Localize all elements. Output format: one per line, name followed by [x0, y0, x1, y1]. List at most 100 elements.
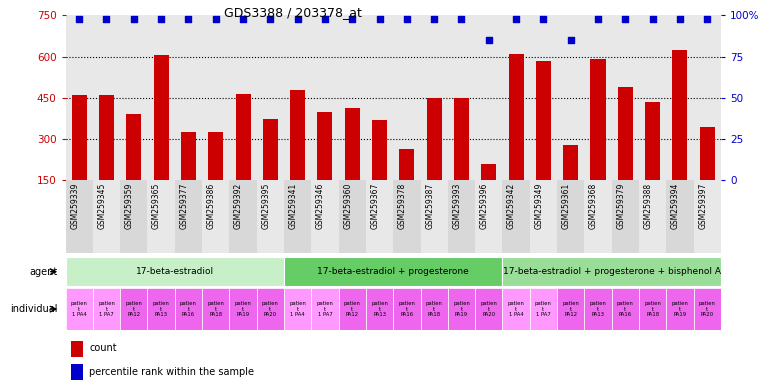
- Bar: [700, 127, 715, 180]
- Bar: [72, 95, 86, 180]
- Bar: [503, 288, 530, 330]
- Bar: [202, 288, 230, 330]
- Bar: [202, 180, 230, 253]
- Point: [210, 16, 222, 22]
- Text: GSM259388: GSM259388: [644, 183, 652, 229]
- Point: [646, 16, 658, 22]
- Text: GSM259359: GSM259359: [125, 183, 134, 229]
- Point: [510, 16, 522, 22]
- Text: percentile rank within the sample: percentile rank within the sample: [89, 366, 254, 377]
- Bar: [694, 180, 721, 253]
- Bar: [311, 288, 338, 330]
- Bar: [93, 180, 120, 253]
- Point: [128, 16, 140, 22]
- Bar: [481, 164, 497, 180]
- Bar: [290, 90, 305, 180]
- Bar: [366, 288, 393, 330]
- Point: [564, 37, 577, 43]
- Text: patien
t
1 PA7: patien t 1 PA7: [98, 301, 115, 318]
- Bar: [694, 288, 721, 330]
- Bar: [257, 180, 284, 253]
- Bar: [345, 108, 360, 180]
- Bar: [509, 54, 524, 180]
- Bar: [393, 180, 420, 253]
- Bar: [318, 112, 332, 180]
- Text: GSM259396: GSM259396: [480, 183, 489, 229]
- Point: [619, 16, 631, 22]
- Bar: [503, 180, 530, 253]
- Bar: [66, 257, 284, 286]
- Text: GSM259379: GSM259379: [616, 183, 625, 229]
- Bar: [311, 180, 338, 253]
- Bar: [672, 50, 688, 180]
- Text: GSM259360: GSM259360: [343, 183, 352, 229]
- Text: GSM259365: GSM259365: [152, 183, 161, 229]
- Text: patien
t
PA12: patien t PA12: [562, 301, 579, 318]
- Text: GSM259394: GSM259394: [671, 183, 680, 229]
- Text: patien
t
PA13: patien t PA13: [153, 301, 170, 318]
- Point: [592, 16, 604, 22]
- Text: patien
t
PA12: patien t PA12: [126, 301, 142, 318]
- Bar: [475, 288, 503, 330]
- Text: patien
t
1 PA4: patien t 1 PA4: [71, 301, 88, 318]
- Bar: [448, 288, 475, 330]
- Text: patien
t
PA16: patien t PA16: [180, 301, 197, 318]
- Point: [155, 16, 167, 22]
- Bar: [153, 55, 169, 180]
- Text: patien
t
PA12: patien t PA12: [344, 301, 361, 318]
- Text: patien
t
PA20: patien t PA20: [480, 301, 497, 318]
- Bar: [448, 180, 475, 253]
- Bar: [284, 288, 311, 330]
- Bar: [536, 61, 551, 180]
- Point: [291, 16, 304, 22]
- Point: [346, 16, 359, 22]
- Text: patien
t
PA18: patien t PA18: [426, 301, 443, 318]
- Text: patien
t
PA19: patien t PA19: [672, 301, 689, 318]
- Text: agent: agent: [29, 266, 58, 277]
- Bar: [147, 288, 175, 330]
- Text: patien
t
1 PA4: patien t 1 PA4: [289, 301, 306, 318]
- Point: [73, 16, 86, 22]
- Text: 17-beta-estradiol + progesterone + bisphenol A: 17-beta-estradiol + progesterone + bisph…: [503, 267, 721, 276]
- Bar: [99, 95, 114, 180]
- Text: patien
t
PA13: patien t PA13: [590, 301, 607, 318]
- Text: GSM259378: GSM259378: [398, 183, 407, 229]
- Bar: [71, 364, 82, 380]
- Bar: [584, 180, 611, 253]
- Text: GSM259397: GSM259397: [699, 183, 707, 229]
- Bar: [338, 288, 366, 330]
- Text: patien
t
1 PA7: patien t 1 PA7: [535, 301, 552, 318]
- Text: GSM259392: GSM259392: [234, 183, 243, 229]
- Bar: [372, 120, 387, 180]
- Bar: [591, 60, 605, 180]
- Text: GSM259386: GSM259386: [207, 183, 216, 229]
- Text: GSM259387: GSM259387: [425, 183, 434, 229]
- Point: [237, 16, 249, 22]
- Text: patien
t
1 PA7: patien t 1 PA7: [317, 301, 333, 318]
- Point: [100, 16, 113, 22]
- Text: patien
t
PA16: patien t PA16: [617, 301, 634, 318]
- Bar: [120, 180, 147, 253]
- Text: patien
t
PA13: patien t PA13: [371, 301, 388, 318]
- Text: patien
t
1 PA4: patien t 1 PA4: [507, 301, 524, 318]
- Bar: [618, 87, 633, 180]
- Point: [401, 16, 413, 22]
- Bar: [666, 288, 694, 330]
- Text: patien
t
PA20: patien t PA20: [699, 301, 715, 318]
- Bar: [175, 180, 202, 253]
- Bar: [230, 288, 257, 330]
- Text: GSM259393: GSM259393: [453, 183, 462, 229]
- Point: [483, 37, 495, 43]
- Bar: [66, 180, 93, 253]
- Text: GSM259349: GSM259349: [534, 183, 544, 229]
- Bar: [120, 288, 147, 330]
- Text: individual: individual: [10, 304, 58, 314]
- Text: GSM259361: GSM259361: [562, 183, 571, 229]
- Bar: [475, 180, 503, 253]
- Bar: [530, 180, 557, 253]
- Text: patien
t
PA20: patien t PA20: [262, 301, 279, 318]
- Point: [373, 16, 386, 22]
- Bar: [71, 341, 82, 356]
- Text: patien
t
PA16: patien t PA16: [399, 301, 416, 318]
- Bar: [639, 180, 666, 253]
